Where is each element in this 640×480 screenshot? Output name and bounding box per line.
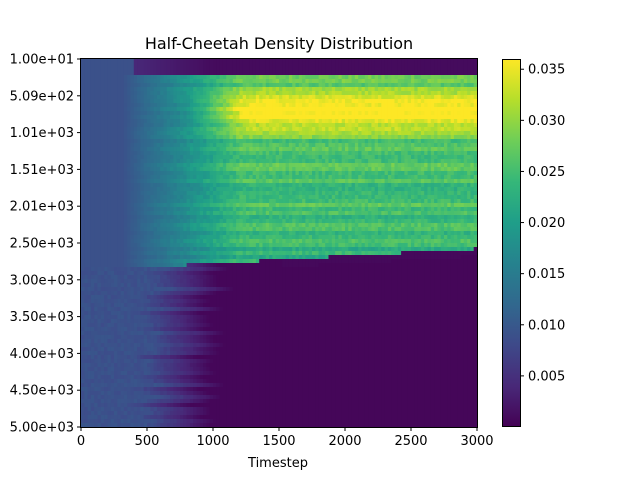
chart-title: Half-Cheetah Density Distribution <box>145 34 413 53</box>
heatmap-cells <box>81 59 478 428</box>
